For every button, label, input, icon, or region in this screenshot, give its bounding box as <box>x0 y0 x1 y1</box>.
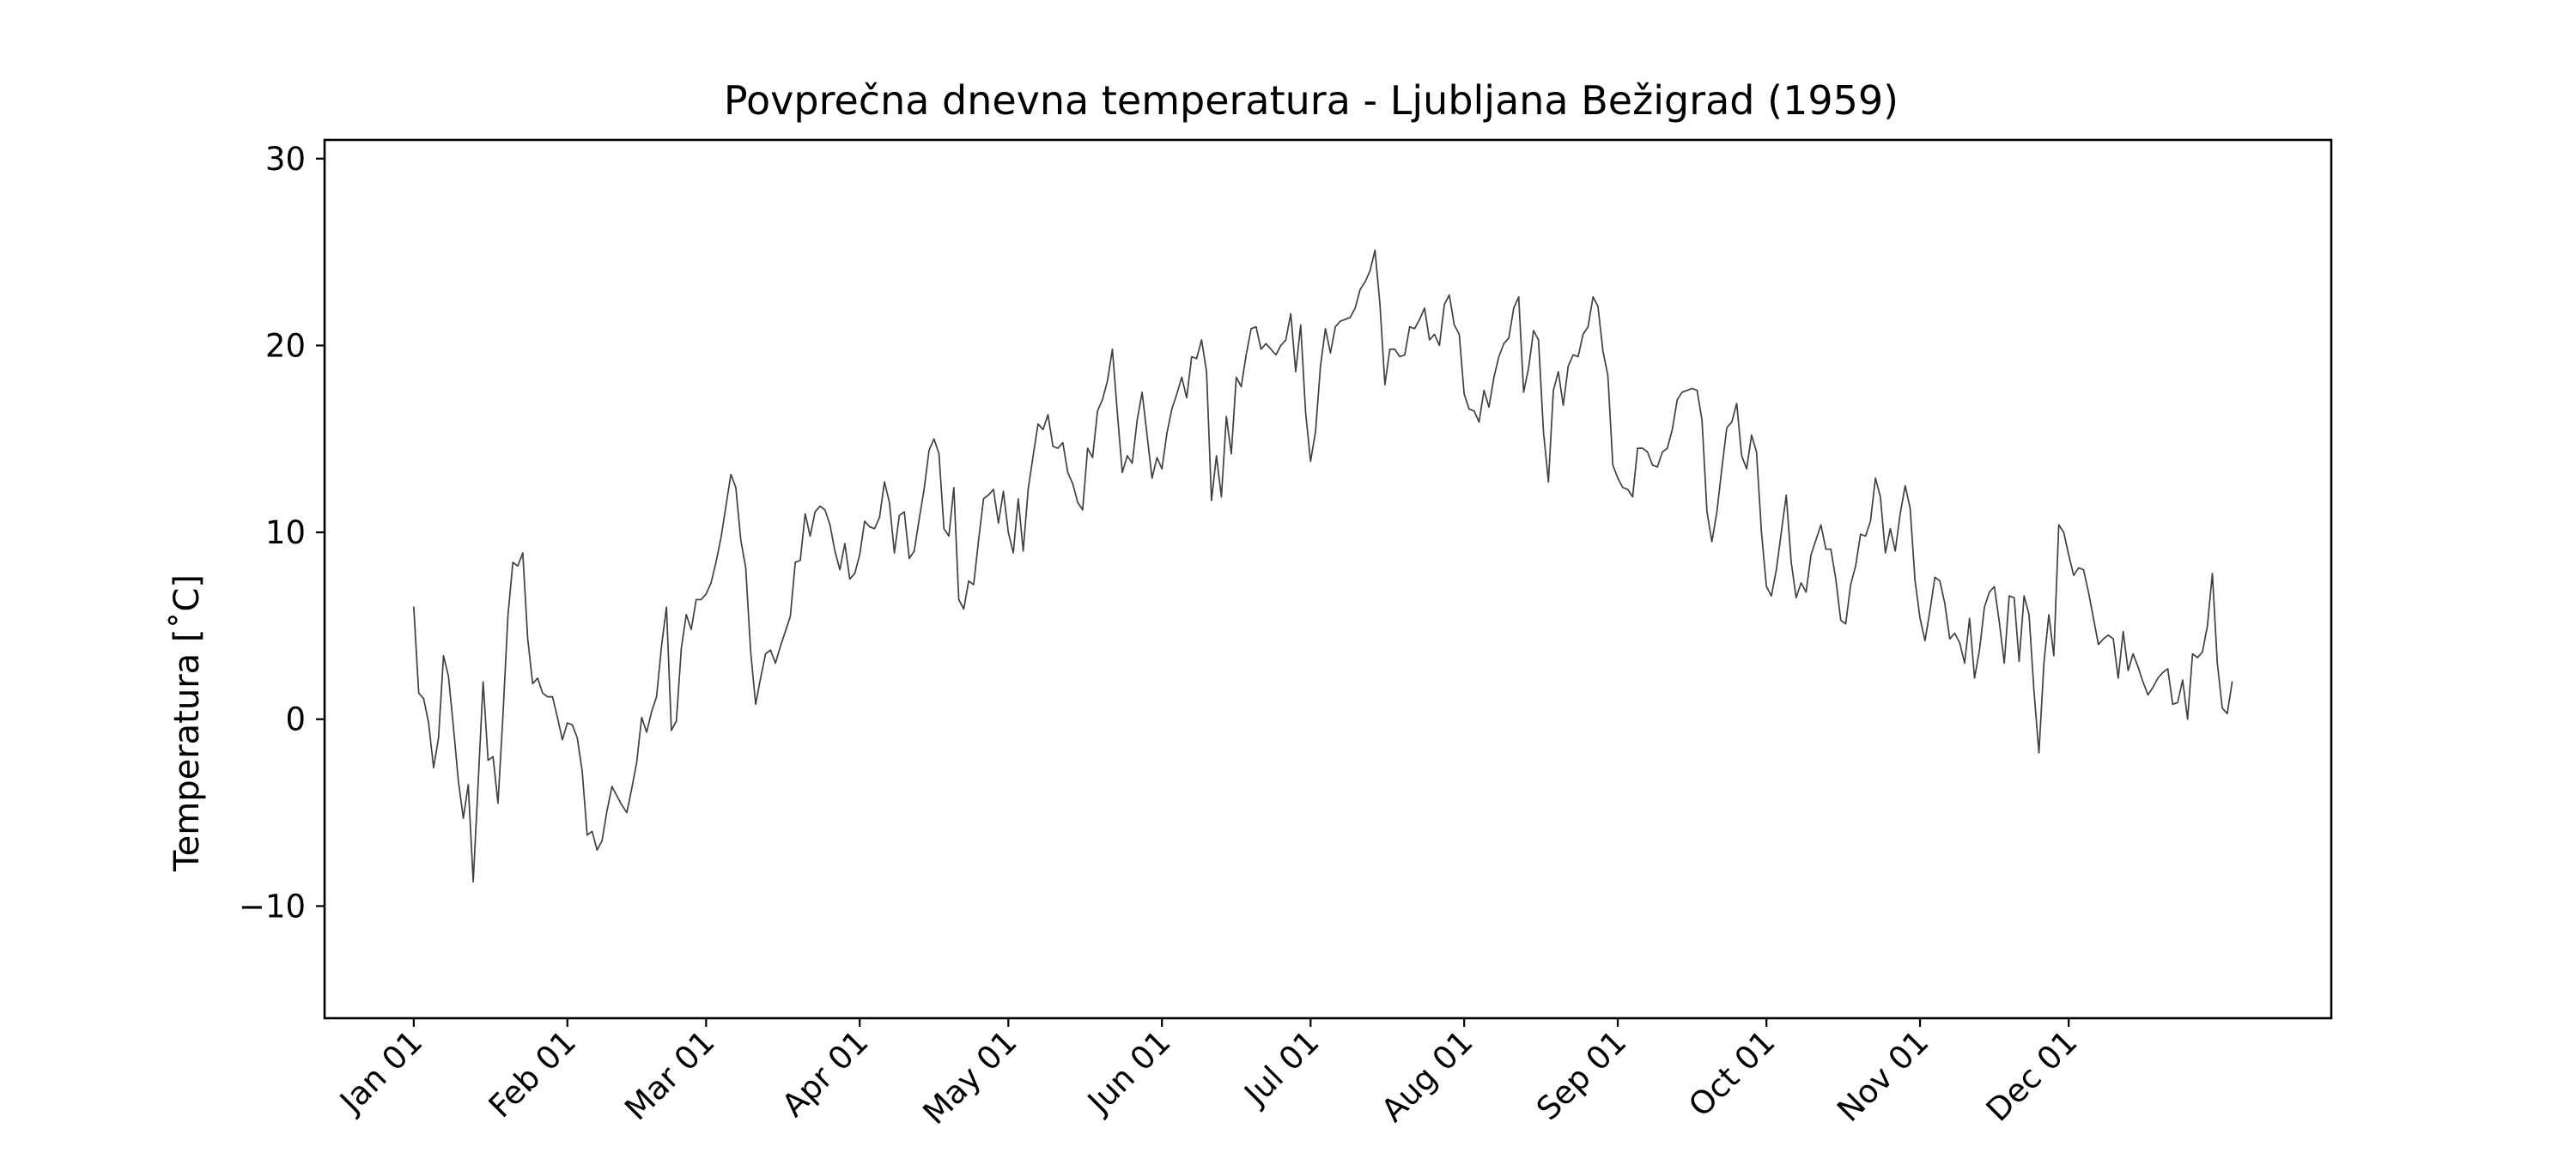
y-tick-label: 0 <box>285 701 306 738</box>
chart-title: Povprečna dnevna temperatura - Ljubljana… <box>724 77 1899 124</box>
y-axis-label: Temperatura [˚C] <box>167 574 207 872</box>
y-tick-label: −10 <box>239 888 306 925</box>
y-tick-label: 30 <box>265 141 306 178</box>
plot-frame <box>323 138 2333 1020</box>
plot-area <box>413 249 2233 883</box>
y-tick-label: 20 <box>265 327 306 364</box>
temperature-series-line <box>413 249 2233 883</box>
y-axis: −10 0 10 20 30 <box>239 141 325 925</box>
y-tick-label: 10 <box>265 514 306 551</box>
